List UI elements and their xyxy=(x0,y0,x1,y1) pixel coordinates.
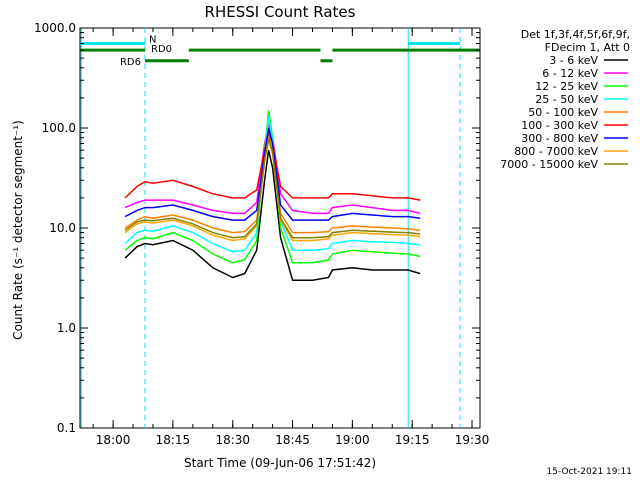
y-tick-label: 0.1 xyxy=(57,421,76,435)
plot-area: RD0 RD6 N xyxy=(79,27,481,429)
y-tick-label: 1000.0 xyxy=(34,21,76,35)
attenuator-label: RD0 xyxy=(151,44,172,55)
legend-header: Det 1f,3f,4f,5f,6f,9f, xyxy=(521,28,630,41)
legend-entry-label: 12 - 25 keV xyxy=(535,80,598,93)
legend-entry-label: 25 - 50 keV xyxy=(535,93,598,106)
x-tick-label: 19:00 xyxy=(335,433,370,447)
legend-entry-label: 800 - 7000 keV xyxy=(514,145,598,158)
series-line xyxy=(124,137,421,239)
series-line xyxy=(124,110,421,264)
series-line xyxy=(124,123,421,215)
chart-title: RHESSI Count Rates xyxy=(205,3,356,21)
x-tick-label: 18:00 xyxy=(96,433,131,447)
legend-entry-label: 300 - 800 keV xyxy=(521,132,598,145)
x-tick-label: 18:15 xyxy=(156,433,191,447)
x-tick-label: 18:30 xyxy=(215,433,250,447)
y-tick-label: 1.0 xyxy=(57,321,76,335)
attenuator-label: N xyxy=(149,34,156,45)
legend-entry-label: 7000 - 15000 keV xyxy=(500,158,598,171)
legend-entry-label: 100 - 300 keV xyxy=(521,119,598,132)
y-tick-label: 10.0 xyxy=(49,221,76,235)
legend-entry-label: 50 - 100 keV xyxy=(528,106,598,119)
legend-entry-label: 6 - 12 keV xyxy=(542,67,598,80)
y-axis-label: Count Rate (s⁻¹ detector segment⁻¹) xyxy=(11,120,25,340)
footer-timestamp: 15-Oct-2021 19:11 xyxy=(547,467,632,477)
x-tick-label: 19:15 xyxy=(395,433,430,447)
y-tick-label: 100.0 xyxy=(42,121,76,135)
x-axis: 18:00 18:15 18:30 18:45 19:00 19:15 19:30 xyxy=(92,28,490,447)
series-line xyxy=(124,116,421,253)
attenuator-label: RD6 xyxy=(120,57,141,68)
legend-entry-label: 3 - 6 keV xyxy=(549,54,598,67)
x-tick-label: 19:30 xyxy=(455,433,490,447)
series-line xyxy=(124,150,421,282)
legend-header: FDecim 1, Att 0 xyxy=(545,41,630,54)
x-tick-label: 18:45 xyxy=(275,433,310,447)
x-axis-label: Start Time (09-Jun-06 17:51:42) xyxy=(184,456,376,470)
y-axis: 0.1 1.0 10.0 100.0 1000.0 xyxy=(34,21,480,435)
legend: Det 1f,3f,4f,5f,6f,9f,FDecim 1, Att 03 -… xyxy=(500,28,630,171)
series-line xyxy=(124,127,421,221)
